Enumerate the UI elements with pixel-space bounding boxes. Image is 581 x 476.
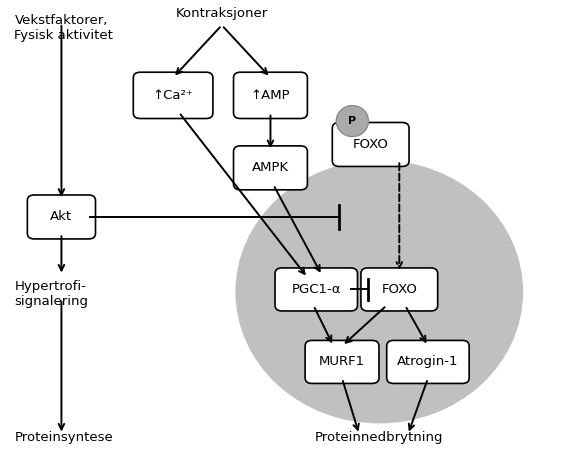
FancyBboxPatch shape <box>234 146 307 190</box>
Text: FOXO: FOXO <box>353 138 389 151</box>
FancyBboxPatch shape <box>133 72 213 119</box>
FancyBboxPatch shape <box>234 72 307 119</box>
FancyBboxPatch shape <box>305 340 379 384</box>
Text: Atrogin-1: Atrogin-1 <box>397 356 458 368</box>
FancyBboxPatch shape <box>361 268 437 311</box>
FancyBboxPatch shape <box>387 340 469 384</box>
Text: Kontraksjoner: Kontraksjoner <box>175 7 268 20</box>
Text: AMPK: AMPK <box>252 161 289 174</box>
Ellipse shape <box>336 106 368 137</box>
Text: Akt: Akt <box>51 210 73 223</box>
Text: Vekstfaktorer,
Fysisk aktivitet: Vekstfaktorer, Fysisk aktivitet <box>15 13 113 41</box>
Ellipse shape <box>236 161 522 423</box>
FancyBboxPatch shape <box>275 268 357 311</box>
Text: PGC1-α: PGC1-α <box>292 283 341 296</box>
Text: ↑Ca²⁺: ↑Ca²⁺ <box>153 89 193 102</box>
Text: Proteinsyntese: Proteinsyntese <box>15 431 113 444</box>
FancyBboxPatch shape <box>27 195 95 239</box>
Text: ↑AMP: ↑AMP <box>250 89 290 102</box>
Text: P: P <box>348 116 356 126</box>
Text: Proteinnedbrytning: Proteinnedbrytning <box>315 431 443 444</box>
Text: MURF1: MURF1 <box>319 356 365 368</box>
FancyBboxPatch shape <box>332 122 409 167</box>
Text: FOXO: FOXO <box>381 283 417 296</box>
Text: Hypertrofi-
signalering: Hypertrofi- signalering <box>15 280 88 308</box>
